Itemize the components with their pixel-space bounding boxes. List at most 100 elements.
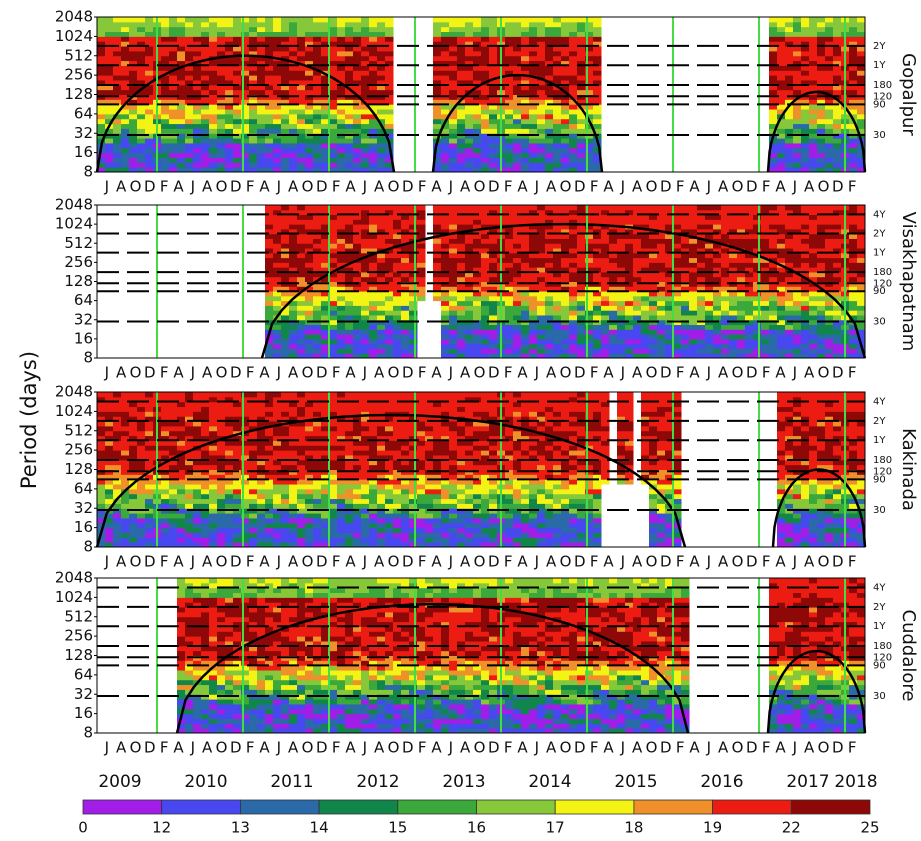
heatmap-cell xyxy=(345,315,354,320)
y2-tick-label: 180 xyxy=(873,267,892,278)
heatmap-cell xyxy=(569,114,578,119)
heatmap-cell xyxy=(785,143,794,148)
heatmap-cell xyxy=(729,325,738,330)
x-tick-label: O xyxy=(388,364,400,382)
heatmap-cell xyxy=(257,65,266,70)
heatmap-cell xyxy=(513,253,522,258)
heatmap-cell xyxy=(273,301,282,306)
heatmap-cell xyxy=(825,27,834,32)
heatmap-cell xyxy=(377,36,386,41)
heatmap-cell xyxy=(785,253,794,258)
heatmap-cell xyxy=(209,162,218,167)
heatmap-cell xyxy=(249,27,258,32)
heatmap-cell xyxy=(201,27,210,32)
heatmap-cell xyxy=(777,75,786,80)
heatmap-cell xyxy=(481,157,490,162)
heatmap-cell xyxy=(449,128,458,133)
heatmap-cell xyxy=(449,215,458,220)
heatmap-cell xyxy=(737,205,746,210)
heatmap-cell xyxy=(617,205,626,210)
heatmap-cell xyxy=(793,334,802,339)
heatmap-cell xyxy=(673,305,682,310)
heatmap-cell xyxy=(249,32,258,37)
heatmap-cell xyxy=(785,310,794,315)
heatmap-cell xyxy=(513,234,522,239)
heatmap-cell xyxy=(449,51,458,56)
heatmap-cell xyxy=(409,301,418,306)
heatmap-cell xyxy=(657,253,666,258)
heatmap-cell xyxy=(809,133,818,138)
heatmap-cell xyxy=(409,315,418,320)
heatmap-cell xyxy=(361,46,370,51)
heatmap-cell xyxy=(345,153,354,158)
heatmap-cell xyxy=(465,51,474,56)
heatmap-cell xyxy=(753,277,762,282)
heatmap-cell xyxy=(225,114,234,119)
heatmap-cell xyxy=(481,90,490,95)
heatmap-cell xyxy=(673,329,682,334)
heatmap-cell xyxy=(369,329,378,334)
x-tick-label: O xyxy=(818,364,830,382)
heatmap-cell xyxy=(537,344,546,349)
heatmap-cell xyxy=(689,243,698,248)
x-tick-label: D xyxy=(402,178,414,196)
heatmap-cell xyxy=(577,32,586,37)
y-tick-label: 64 xyxy=(74,291,93,309)
heatmap-cell xyxy=(777,348,786,353)
heatmap-cell xyxy=(209,153,218,158)
heatmap-cell xyxy=(561,310,570,315)
heatmap-cell xyxy=(465,65,474,70)
heatmap-cell xyxy=(793,277,802,282)
heatmap-cell xyxy=(785,138,794,143)
heatmap-cell xyxy=(801,238,810,243)
heatmap-cell xyxy=(617,234,626,239)
heatmap-cell xyxy=(489,215,498,220)
heatmap-cell xyxy=(177,143,186,148)
heatmap-cell xyxy=(529,143,538,148)
heatmap-cell xyxy=(489,305,498,310)
heatmap-cell xyxy=(113,128,122,133)
heatmap-cell xyxy=(161,114,170,119)
heatmap-cell xyxy=(481,109,490,114)
heatmap-cell xyxy=(297,75,306,80)
heatmap-cell xyxy=(801,56,810,61)
heatmap-cell xyxy=(145,499,154,504)
heatmap-cell xyxy=(385,325,394,330)
heatmap-cell xyxy=(537,153,546,158)
heatmap-cell xyxy=(289,138,298,143)
heatmap-cell xyxy=(801,205,810,210)
heatmap-cell xyxy=(329,344,338,349)
heatmap-cell xyxy=(561,119,570,124)
heatmap-cell xyxy=(857,114,866,119)
heatmap-cell xyxy=(217,128,226,133)
heatmap-cell xyxy=(121,392,130,397)
heatmap-cell xyxy=(537,305,546,310)
heatmap-cell xyxy=(361,234,370,239)
heatmap-cell xyxy=(593,238,602,243)
heatmap-cell xyxy=(857,215,866,220)
heatmap-cell xyxy=(553,36,562,41)
heatmap-cell xyxy=(689,215,698,220)
heatmap-cell xyxy=(345,56,354,61)
heatmap-cell xyxy=(409,344,418,349)
heatmap-cell xyxy=(577,22,586,27)
heatmap-cell xyxy=(537,325,546,330)
heatmap-cell xyxy=(633,277,642,282)
x-tick-label: O xyxy=(818,178,830,196)
heatmap-cell xyxy=(569,325,578,330)
heatmap-cell xyxy=(785,22,794,27)
heatmap-cell xyxy=(169,27,178,32)
heatmap-cell xyxy=(777,277,786,282)
heatmap-cell xyxy=(801,46,810,51)
figure: Period (days) 8163264128256512102420482Y… xyxy=(0,0,921,841)
heatmap-cell xyxy=(137,153,146,158)
heatmap-cell xyxy=(641,277,650,282)
heatmap-cell xyxy=(385,56,394,61)
heatmap-cell xyxy=(833,219,842,224)
heatmap-cell xyxy=(593,215,602,220)
heatmap-cell xyxy=(457,238,466,243)
heatmap-cell xyxy=(569,262,578,267)
heatmap-cell xyxy=(537,124,546,129)
heatmap-cell xyxy=(857,65,866,70)
heatmap-cell xyxy=(753,258,762,263)
